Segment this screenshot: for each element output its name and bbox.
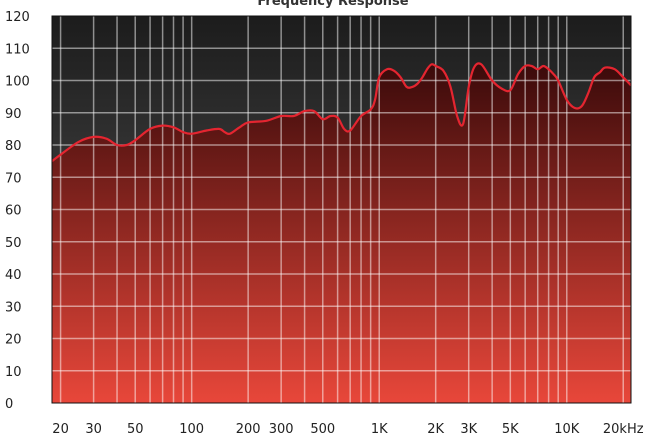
x-tick-label: 1K <box>371 422 388 437</box>
x-tick-label: 200 <box>236 422 261 437</box>
y-tick-label: 80 <box>5 139 22 154</box>
y-tick-label: 10 <box>5 365 22 380</box>
y-tick-label: 90 <box>5 107 22 122</box>
y-tick-label: 100 <box>5 75 30 90</box>
y-tick-label: 120 <box>5 10 30 25</box>
y-tick-label: 20 <box>5 333 22 348</box>
x-tick-label: 2K <box>427 422 444 437</box>
y-tick-label: 60 <box>5 204 22 219</box>
y-tick-label: 40 <box>5 268 22 283</box>
x-tick-label: 500 <box>310 422 335 437</box>
y-tick-label: 110 <box>5 42 30 57</box>
y-tick-label: 30 <box>5 300 22 315</box>
y-tick-label: 70 <box>5 171 22 186</box>
x-tick-label: 20 <box>52 422 69 437</box>
x-axis: 20 30 50 100 200 300 500 1K 2K 3K 5K 10K 20kHz <box>52 422 643 437</box>
x-tick-label: 10K <box>554 422 580 437</box>
y-axis: 0 10 20 30 40 50 60 70 80 90 100 110 120 <box>5 10 30 412</box>
chart-title: Frequency Response <box>257 0 408 9</box>
y-tick-label: 50 <box>5 236 22 251</box>
x-tick-label: 50 <box>127 422 144 437</box>
x-tick-label: 3K <box>460 422 477 437</box>
x-tick-label: 100 <box>179 422 204 437</box>
x-tick-label: 30 <box>85 422 102 437</box>
y-tick-label: 0 <box>5 397 13 412</box>
x-tick-label: 5K <box>502 422 519 437</box>
x-tick-label: 300 <box>269 422 294 437</box>
x-tick-label: 20kHz <box>603 422 644 437</box>
